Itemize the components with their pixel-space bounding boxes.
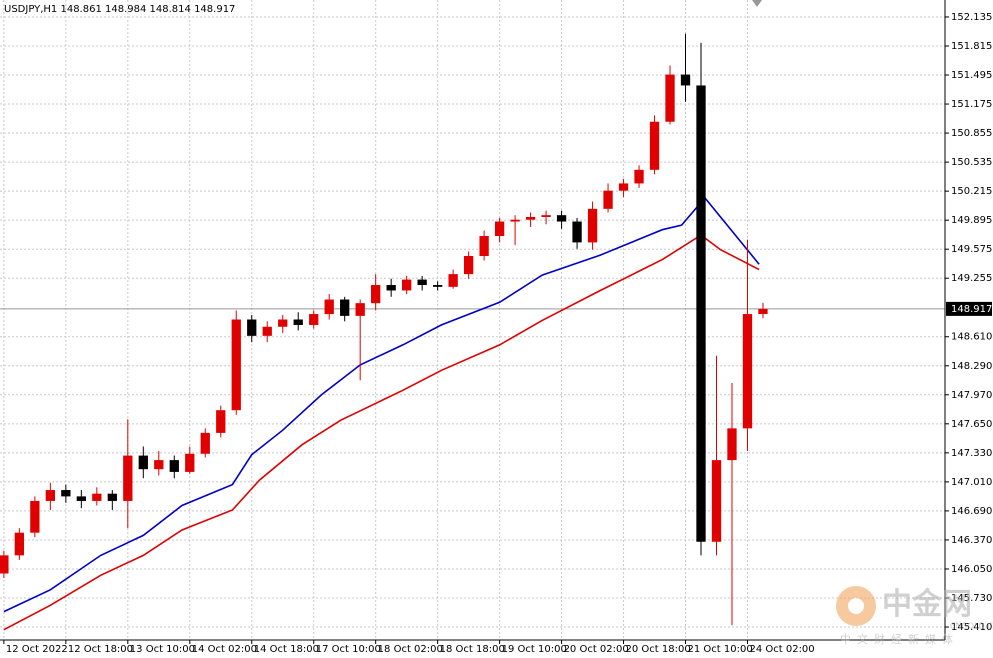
candle-body bbox=[386, 285, 396, 291]
candle-body bbox=[494, 221, 505, 237]
y-tick-label: 147.970 bbox=[951, 390, 992, 401]
y-tick-label: 151.495 bbox=[951, 70, 992, 81]
y-tick-label: 147.650 bbox=[951, 419, 992, 430]
y-tick-label: 148.610 bbox=[951, 332, 992, 343]
candle-body bbox=[61, 490, 71, 497]
y-tick-label: 145.730 bbox=[951, 593, 992, 604]
candle-body bbox=[696, 85, 706, 542]
candle-body bbox=[665, 74, 675, 122]
moving-average-line bbox=[3, 234, 760, 631]
candle-body bbox=[525, 216, 536, 220]
candle-body bbox=[634, 169, 644, 184]
x-tick-label: 19 Oct 10:00 bbox=[502, 644, 567, 655]
candle-body bbox=[138, 455, 148, 470]
watermark: 中金网 CNGOLD.COM 中文财经新媒体 bbox=[836, 586, 993, 646]
y-tick-label: 151.815 bbox=[951, 41, 992, 52]
y-tick-label: 147.010 bbox=[951, 477, 992, 488]
y-tick-label: 150.215 bbox=[951, 186, 992, 197]
watermark-slogan: 中文财经新媒体 bbox=[840, 632, 959, 646]
x-tick-label: 20 Oct 02:00 bbox=[564, 644, 629, 655]
last-price-label: 148.917 bbox=[951, 304, 992, 315]
watermark-logo: 中金网 bbox=[882, 587, 972, 621]
candle-body bbox=[711, 460, 722, 542]
candle-body bbox=[618, 183, 629, 191]
y-tick-label: 150.535 bbox=[951, 157, 992, 168]
x-tick-label: 20 Oct 18:00 bbox=[626, 644, 691, 655]
x-tick-label: 21 Oct 10:00 bbox=[688, 644, 753, 655]
candle-body bbox=[758, 308, 768, 314]
candle-body bbox=[262, 326, 272, 336]
x-tick-label: 24 Oct 02:00 bbox=[749, 644, 814, 655]
candle-body bbox=[479, 236, 489, 256]
candle-body bbox=[0, 555, 9, 574]
candle-body bbox=[92, 493, 102, 501]
watermark-site: CNGOLD.COM bbox=[950, 622, 993, 631]
y-tick-label: 151.175 bbox=[951, 99, 992, 110]
candle-body bbox=[355, 303, 365, 316]
candle-body bbox=[247, 319, 257, 336]
candle-body bbox=[293, 319, 303, 325]
shift-marker bbox=[752, 0, 762, 7]
x-tick-label: 18 Oct 02:00 bbox=[378, 644, 443, 655]
candle-body bbox=[448, 274, 458, 287]
y-tick-label: 148.290 bbox=[951, 361, 992, 372]
y-tick-label: 149.575 bbox=[951, 244, 992, 255]
y-tick-label: 145.410 bbox=[951, 622, 992, 633]
candle-body bbox=[556, 215, 567, 222]
candle-body bbox=[14, 532, 25, 556]
y-tick-label: 146.050 bbox=[951, 564, 992, 575]
last-price-box bbox=[946, 301, 992, 316]
candle-body bbox=[216, 410, 226, 433]
candle-body bbox=[510, 219, 520, 222]
candle-body bbox=[680, 74, 691, 86]
candle-body bbox=[649, 121, 660, 170]
candle-body bbox=[340, 299, 350, 316]
y-tick-label: 149.255 bbox=[951, 273, 992, 284]
candle-body bbox=[200, 432, 210, 454]
candle-body bbox=[278, 319, 288, 327]
candle-body bbox=[742, 314, 753, 429]
candle-body bbox=[154, 460, 164, 470]
candles bbox=[0, 33, 768, 626]
candle-body bbox=[463, 256, 474, 275]
y-tick-label: 146.370 bbox=[951, 535, 992, 546]
candle-body bbox=[417, 279, 427, 286]
x-tick-label: 18 Oct 18:00 bbox=[440, 644, 505, 655]
candle-body bbox=[572, 221, 582, 243]
y-tick-label: 152.135 bbox=[951, 12, 992, 23]
candle-body bbox=[727, 428, 737, 461]
x-tick-label: 13 Oct 10:00 bbox=[130, 644, 195, 655]
candle-body bbox=[309, 314, 319, 325]
candle-body bbox=[30, 500, 40, 533]
axes: 152.135 151.815 151.495 151.175 150.855 150.5… bbox=[3, 12, 992, 655]
chart-title: USDJPY,H1 148.861 148.984 148.814 148.91… bbox=[4, 4, 235, 15]
candle-body bbox=[432, 285, 443, 287]
candle-body bbox=[541, 215, 551, 217]
candle-body bbox=[185, 453, 195, 472]
x-tick-label: 12 Oct 2022 bbox=[6, 644, 68, 655]
x-tick-label: 12 Oct 18:00 bbox=[68, 644, 133, 655]
watermark-logo-dot bbox=[848, 598, 864, 614]
x-tick-label: 17 Oct 10:00 bbox=[316, 644, 381, 655]
candle-body bbox=[231, 319, 241, 411]
candle-body bbox=[324, 299, 334, 315]
candle-body bbox=[45, 490, 55, 501]
candle-body bbox=[587, 208, 598, 243]
candle-body bbox=[76, 496, 86, 501]
y-tick-label: 149.895 bbox=[951, 215, 992, 226]
x-tick-label: 14 Oct 02:00 bbox=[192, 644, 257, 655]
candle-body bbox=[371, 285, 381, 304]
y-tick-label: 146.690 bbox=[951, 506, 992, 517]
candle-body bbox=[603, 190, 613, 209]
candle-body bbox=[402, 279, 412, 291]
candle-body bbox=[169, 460, 179, 472]
candle-body bbox=[123, 455, 133, 501]
y-tick-label: 147.330 bbox=[951, 448, 992, 459]
candle-body bbox=[107, 493, 117, 501]
y-tick-label: 150.855 bbox=[951, 128, 992, 139]
x-tick-label: 14 Oct 18:00 bbox=[254, 644, 319, 655]
